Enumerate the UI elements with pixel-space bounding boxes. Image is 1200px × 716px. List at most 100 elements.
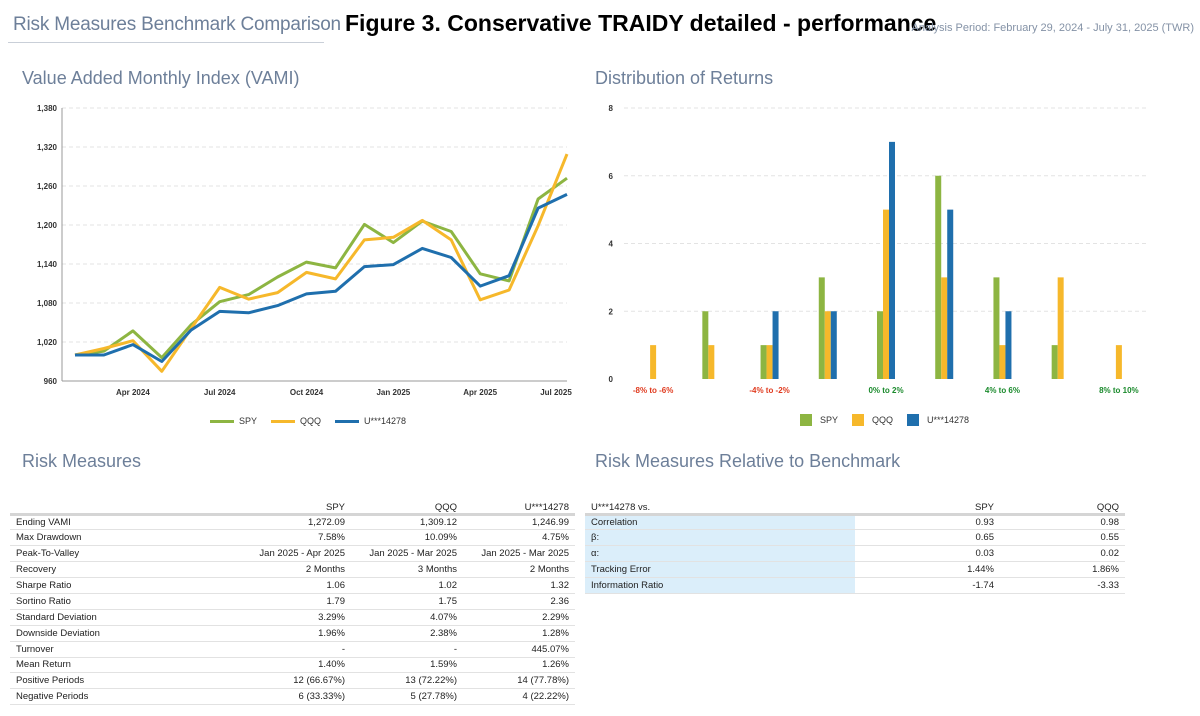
legend-item-u: U***14278	[907, 414, 969, 426]
bar-qqq	[999, 345, 1006, 379]
bar-qqq	[824, 311, 831, 379]
y-tick-label: 2	[609, 307, 614, 316]
table-cell: 5 (27.78%)	[351, 688, 463, 706]
table-cell: 0.02	[1000, 545, 1125, 563]
bar-spy	[1051, 345, 1058, 379]
table-row: Sharpe Ratio 1.06 1.02 1.32	[10, 577, 575, 594]
table-cell: 1.86%	[1000, 561, 1125, 579]
distribution-legend: SPY QQQ U***14278	[800, 414, 983, 426]
table-cell: 1.32	[463, 577, 575, 594]
x-category-label: 0% to 2%	[868, 386, 903, 395]
relative-header-label: U***14278 vs.	[591, 501, 651, 513]
bar-spy	[760, 345, 767, 379]
row-label: α:	[585, 545, 855, 563]
table-cell: 2.38%	[351, 625, 463, 642]
table-row: Correlation 0.93 0.98	[585, 514, 1125, 531]
table-row: Mean Return 1.40% 1.59% 1.26%	[10, 657, 575, 674]
legend-swatch-spy	[800, 414, 812, 426]
table-row: Downside Deviation 1.96% 2.38% 1.28%	[10, 625, 575, 642]
table-row: Max Drawdown 7.58% 10.09% 4.75%	[10, 529, 575, 547]
series-line-u-14278	[75, 193, 568, 363]
y-tick-label: 6	[609, 172, 614, 181]
bar-u-14278	[889, 141, 895, 379]
table-cell: 1,246.99	[463, 514, 575, 531]
table-cell: 2.29%	[463, 609, 575, 626]
figure-title: Figure 3. Conservative TRAIDY detailed -…	[345, 10, 937, 36]
row-label: Turnover	[10, 641, 210, 658]
vami-legend: SPY QQQ U***14278	[210, 416, 420, 426]
legend-item-u: U***14278	[335, 416, 406, 426]
y-tick-label: 1,080	[37, 299, 58, 308]
row-label: β:	[585, 529, 855, 547]
series-line-qqq	[74, 153, 569, 373]
y-tick-label: 960	[44, 377, 58, 386]
bar-qqq	[1057, 277, 1064, 379]
y-tick-label: 4	[609, 240, 614, 249]
legend-swatch-qqq	[852, 414, 865, 426]
table-row: Sortino Ratio 1.79 1.75 2.36	[10, 593, 575, 610]
table-cell: 1,272.09	[210, 514, 351, 531]
risk-measures-table: SPY QQQ U***14278 Ending VAMI 1,272.09 1,3…	[10, 498, 575, 706]
bar-qqq	[766, 345, 773, 379]
bar-qqq	[1115, 345, 1122, 379]
table-header-row: U***14278 vs. SPY QQQ	[585, 498, 1125, 514]
row-label: Information Ratio	[585, 577, 855, 594]
table-cell: -3.33	[1000, 577, 1125, 594]
legend-label-spy: SPY	[820, 415, 839, 425]
legend-swatch-u	[335, 419, 360, 423]
analysis-period: Analysis Period: February 29, 2024 - Jul…	[911, 22, 1194, 34]
y-tick-label: 1,260	[37, 182, 58, 191]
table-cell: 12 (66.67%)	[210, 672, 351, 690]
table-cell: 2 Months	[463, 561, 575, 579]
table-row: Negative Periods 6 (33.33%) 5 (27.78%) 4 (2…	[10, 688, 575, 706]
relative-risk-table: U***14278 vs. SPY QQQ Correlation 0.93 0.9…	[585, 498, 1125, 594]
table-cell: 2 Months	[210, 561, 351, 579]
row-label: Max Drawdown	[10, 529, 210, 547]
row-label: Sortino Ratio	[10, 593, 210, 610]
bar-qqq	[883, 209, 889, 379]
table-cell: 1.79	[210, 593, 351, 610]
table-cell: Jan 2025 - Mar 2025	[351, 545, 463, 563]
table-header-row: SPY QQQ U***14278	[10, 498, 575, 514]
x-category-label: -8% to -6%	[633, 386, 673, 395]
header-underline	[8, 42, 324, 43]
table-cell: 0.93	[855, 514, 1000, 531]
table-row: Recovery 2 Months 3 Months 2 Months	[10, 561, 575, 579]
legend-label-spy: SPY	[239, 416, 258, 426]
row-label: Tracking Error	[585, 561, 855, 579]
bar-qqq	[941, 277, 948, 379]
table-cell: 10.09%	[351, 529, 463, 547]
bar-spy	[818, 277, 825, 379]
y-tick-label: 8	[609, 104, 614, 113]
row-label: Peak-To-Valley	[10, 545, 210, 563]
legend-item-qqq: QQQ	[271, 416, 321, 426]
row-label: Mean Return	[10, 657, 210, 674]
table-cell: 1.44%	[855, 561, 1000, 579]
row-label: Recovery	[10, 561, 210, 579]
page-header: Risk Measures Benchmark Comparison Figur…	[0, 0, 1200, 44]
x-tick-label: Oct 2024	[290, 388, 324, 397]
distribution-section-title: Distribution of Returns	[595, 68, 774, 88]
legend-item-qqq: QQQ	[852, 414, 893, 426]
table-cell: Jan 2025 - Mar 2025	[463, 545, 575, 563]
table-cell: 445.07%	[463, 641, 575, 658]
relative-section-title: Risk Measures Relative to Benchmark	[595, 451, 901, 471]
y-tick-label: 1,320	[37, 143, 58, 152]
bar-qqq	[650, 345, 657, 379]
row-label: Downside Deviation	[10, 625, 210, 642]
y-tick-label: 1,380	[37, 104, 58, 113]
row-label: Ending VAMI	[10, 514, 210, 531]
legend-swatch-spy	[210, 419, 234, 423]
bar-u-14278	[947, 209, 954, 379]
y-tick-label: 0	[609, 375, 614, 384]
bar-u-14278	[830, 311, 837, 379]
table-row: Standard Deviation 3.29% 4.07% 2.29%	[10, 609, 575, 626]
table-cell: 6 (33.33%)	[210, 688, 351, 706]
legend-label-qqq: QQQ	[872, 415, 894, 425]
column-header: QQQ	[434, 501, 457, 513]
bar-spy	[702, 311, 709, 379]
column-header: SPY	[974, 501, 994, 513]
table-cell: -	[351, 641, 463, 658]
x-category-label: 8% to 10%	[1099, 386, 1139, 395]
legend-label-u: U***14278	[364, 416, 407, 426]
